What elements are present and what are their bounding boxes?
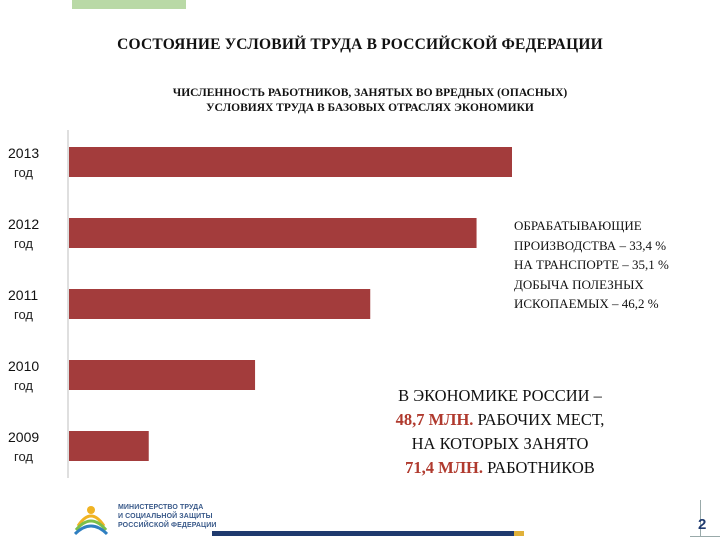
category-label-2010: 2010 год xyxy=(8,356,68,396)
summary-line4-rest: РАБОТНИКОВ xyxy=(483,458,595,477)
category-label-2012: 2012 год xyxy=(8,214,68,254)
category-label-2013: 2013 год xyxy=(8,143,68,183)
category-unit: год xyxy=(14,449,33,464)
note-line: ОБРАБАТЫВАЮЩИЕ xyxy=(514,218,642,233)
category-label-2011: 2011 год xyxy=(8,285,68,325)
workers-value: 71,4 МЛН. xyxy=(405,458,483,477)
corner-line xyxy=(700,500,701,536)
chart-subtitle-line2: УСЛОВИЯХ ТРУДА В БАЗОВЫХ ОТРАСЛЯХ ЭКОНОМ… xyxy=(206,102,534,114)
summary-line1: В ЭКОНОМИКЕ РОССИИ – xyxy=(398,386,602,405)
jobs-value: 48,7 МЛН. xyxy=(395,410,474,429)
footer-accent xyxy=(514,531,524,536)
bar-2009 xyxy=(69,431,149,461)
note-line: ИСКОПАЕМЫХ – 46,2 % xyxy=(514,296,659,311)
ministry-name: МИНИСТЕРСТВО ТРУДА И СОЦИАЛЬНОЙ ЗАЩИТЫ Р… xyxy=(118,503,217,530)
category-label-2009: 2009 год xyxy=(8,427,68,467)
footer-bar xyxy=(212,531,514,536)
bar-2012 xyxy=(69,218,477,248)
chart-subtitle: ЧИСЛЕННОСТЬ РАБОТНИКОВ, ЗАНЯТЫХ ВО ВРЕДН… xyxy=(120,86,620,116)
category-unit: год xyxy=(14,378,33,393)
economy-summary: В ЭКОНОМИКЕ РОССИИ – 48,7 МЛН. РАБОЧИХ М… xyxy=(350,384,650,480)
summary-line4: 71,4 МЛН. РАБОТНИКОВ xyxy=(350,456,650,480)
summary-line2: 48,7 МЛН. РАБОЧИХ МЕСТ, xyxy=(350,408,650,432)
bar-2011 xyxy=(69,289,371,319)
category-unit: год xyxy=(14,165,33,180)
note-line: НА ТРАНСПОРТЕ – 35,1 % xyxy=(514,257,669,272)
industry-note: ОБРАБАТЫВАЮЩИЕ ПРОИЗВОДСТВА – 33,4 % НА … xyxy=(514,216,718,314)
page-number: 2 xyxy=(698,516,707,533)
category-unit: год xyxy=(14,236,33,251)
category-year: 2012 xyxy=(8,216,40,232)
top-accent-bar xyxy=(72,0,186,9)
note-line: ПРОИЗВОДСТВА – 33,4 % xyxy=(514,237,667,253)
category-unit: год xyxy=(14,307,33,322)
category-year: 2010 xyxy=(8,358,40,374)
ministry-name-line1: МИНИСТЕРСТВО ТРУДА xyxy=(118,504,204,511)
bar-2013 xyxy=(69,147,512,177)
ministry-logo-icon xyxy=(74,506,108,536)
summary-line2-rest: РАБОЧИХ МЕСТ, xyxy=(473,410,605,429)
category-year: 2013 xyxy=(8,145,40,161)
chart-subtitle-line1: ЧИСЛЕННОСТЬ РАБОТНИКОВ, ЗАНЯТЫХ ВО ВРЕДН… xyxy=(172,87,568,99)
slide-title: СОСТОЯНИЕ УСЛОВИЙ ТРУДА В РОССИЙСКОЙ ФЕД… xyxy=(117,36,603,53)
ministry-name-line3: РОССИЙСКОЙ ФЕДЕРАЦИИ xyxy=(118,522,217,529)
ministry-name-line2: И СОЦИАЛЬНОЙ ЗАЩИТЫ xyxy=(118,513,213,520)
summary-line3: НА КОТОРЫХ ЗАНЯТО xyxy=(411,434,589,453)
note-line: ДОБЫЧА ПОЛЕЗНЫХ xyxy=(514,276,644,292)
category-year: 2009 xyxy=(8,429,40,445)
category-year: 2011 xyxy=(8,287,39,303)
corner-line xyxy=(690,536,720,537)
bar-2010 xyxy=(69,360,256,390)
